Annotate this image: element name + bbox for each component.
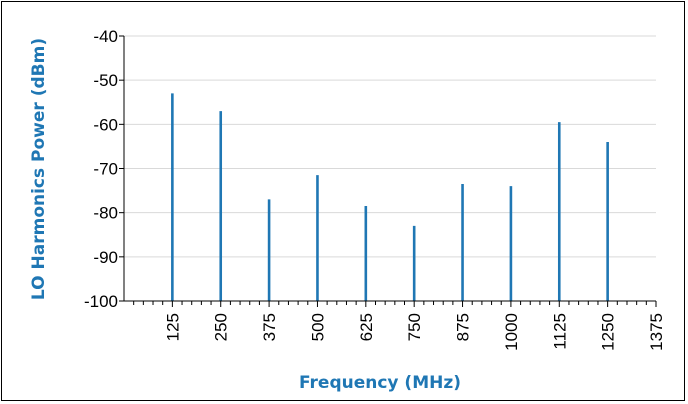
x-tick-label: 1000 (502, 313, 521, 351)
bars (171, 93, 609, 301)
y-tick-label: -90 (93, 248, 118, 267)
x-tick-label: 1375 (647, 313, 666, 351)
x-tick-label: 625 (357, 313, 376, 341)
x-tick-label: 375 (260, 313, 279, 341)
x-tick-label: 500 (308, 313, 327, 341)
y-tick-label: -100 (84, 292, 118, 311)
y-tick-label: -80 (93, 204, 118, 223)
x-tick-label: 1250 (599, 313, 618, 351)
x-tick-labels: 125 250 375 500 625 750 875 1000 1125 1250 1375 (163, 313, 666, 351)
x-tick-label: 125 (163, 313, 182, 341)
y-tick-label: -60 (93, 115, 118, 134)
y-axis-title: LO Harmonics Power (dBm) (29, 38, 49, 300)
axes (119, 35, 657, 307)
y-tick-labels: -40 -50 -60 -70 -80 -90 -100 (84, 27, 118, 311)
x-axis-title: Frequency (MHz) (299, 373, 461, 393)
x-tick-label: 1125 (550, 313, 569, 350)
x-tick-label: 875 (454, 313, 473, 341)
x-tick-label: 250 (212, 313, 231, 341)
grid (124, 35, 656, 302)
x-tick-label: 750 (405, 313, 424, 341)
y-tick-label: -40 (93, 27, 118, 46)
y-tick-label: -70 (93, 160, 118, 179)
y-tick-label: -50 (93, 71, 118, 90)
